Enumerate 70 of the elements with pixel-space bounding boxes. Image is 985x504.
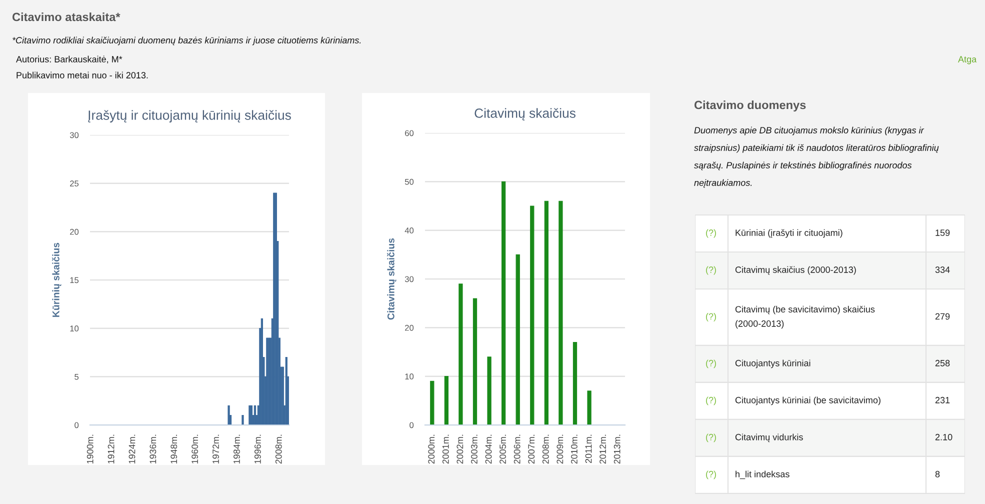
text: 8 [935, 470, 940, 478]
text: Publikavimo metai nuo - iki 2013. [16, 72, 148, 78]
y-tick-label: 30 [404, 276, 414, 282]
text: Citavimo duomenys [694, 100, 806, 112]
x-tick-label: 2010m. [571, 434, 578, 464]
x-tick-label: 2000m. [428, 434, 435, 464]
x-tick-label: 2007m. [528, 434, 535, 464]
y-tick-label: 20 [70, 228, 79, 235]
chart-title: Įrašytų ir cituojamų kūrinių skaičius [88, 110, 291, 122]
x-tick-label: 2003m. [471, 434, 478, 464]
y-tick-label: 60 [405, 130, 414, 136]
text: (?) [706, 434, 716, 442]
x-tick-label: 2012m. [600, 434, 606, 464]
x-tick-label: 2008m. [542, 434, 549, 464]
x-tick-label: 2011m. [585, 434, 592, 464]
text: (?) [706, 470, 716, 480]
text: 279 [935, 313, 950, 320]
x-tick-label: 2009m. [556, 434, 564, 464]
text: Atga [958, 56, 977, 64]
category-label: Citavimų vidurkis [735, 434, 803, 442]
text: 231 [935, 396, 950, 404]
x-tick-label: 1960m. [192, 434, 198, 464]
x-tick-label: 2002m. [456, 434, 464, 464]
x-tick-label: 2006m. [514, 434, 520, 464]
category-label: h_lit indeksas [736, 470, 790, 480]
x-tick-label: 1948m. [170, 434, 178, 464]
y-axis-title: Citavimų skaičius [387, 238, 396, 320]
category-label: Citavimų (be savicitavimo) skaičius (2000-2013) [735, 306, 875, 329]
text: Citavimo ataskaita* [12, 12, 120, 22]
y-tick-label: 0 [74, 422, 79, 428]
y-tick-label: 10 [70, 326, 79, 332]
category-label: Cituojantys kūriniai [735, 360, 810, 368]
x-tick-label: 1972m. [212, 434, 219, 464]
text: *Citavimo rodikliai skaičiuojami duomenų bazės kūriniams ir juose cituotiems kūriniams. [12, 36, 361, 46]
y-tick-label: 30 [70, 132, 79, 138]
y-tick-label: 20 [405, 324, 414, 331]
y-tick-label: 10 [405, 374, 414, 380]
x-tick-label: 1996m. [254, 434, 261, 464]
text: (?) [706, 360, 716, 368]
x-tick-label: 1936m. [150, 434, 156, 464]
x-tick-label: 2013m. [614, 434, 620, 464]
chart-title: Citavimų skaičius [474, 108, 576, 120]
x-tick-label: 1900m. [86, 434, 94, 464]
y-tick-label: 50 [404, 178, 414, 185]
y-tick-label: 40 [404, 228, 414, 234]
x-tick-label: 2005m. [500, 434, 506, 464]
text: Duomenys apie DB cituojamus mokslo kūrinius (knygas ir straipsnius) pateikiami tik iš naudotos literatūros bibliografinių sąrašų. Puslapinės ir tekstinės bibliografinės nuorodos neįtraukiamos. [694, 126, 939, 188]
text: Autorius: Barkauskaitė, M* [16, 56, 122, 64]
x-tick-label: 2004m. [485, 434, 492, 464]
y-tick-label: 5 [74, 374, 79, 380]
text: (?) [706, 396, 716, 406]
text: 159 [936, 230, 950, 236]
x-tick-label: 2008m. [275, 434, 282, 464]
y-axis-title: Kūrinių skaičius [52, 242, 62, 317]
category-label: Citavimų skaičius (2000-2013) [735, 266, 856, 275]
text: 258 [935, 360, 950, 366]
text: (?) [706, 229, 716, 238]
category-label: Kūriniai (įrašyti ir cituojami) [736, 229, 842, 238]
text: 334 [935, 266, 950, 273]
x-tick-label: 1984m. [234, 434, 240, 464]
y-tick-label: 15 [70, 277, 79, 284]
text: (?) [706, 266, 716, 275]
x-tick-label: 1924m. [128, 434, 136, 464]
category-label: Cituojantys kūriniai (be savicitavimo) [735, 396, 880, 406]
x-tick-label: 2001m. [442, 434, 449, 464]
y-tick-label: 0 [410, 422, 414, 428]
y-tick-label: 25 [70, 180, 79, 186]
text: 2.10 [935, 434, 952, 440]
text: (?) [706, 312, 716, 322]
x-tick-label: 1912m. [108, 434, 114, 464]
